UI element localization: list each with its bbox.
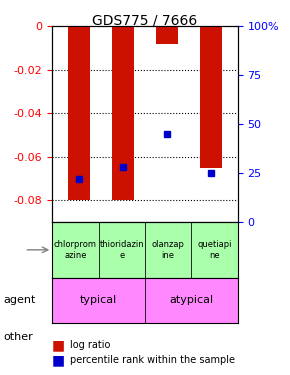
FancyBboxPatch shape: [52, 222, 99, 278]
Text: percentile rank within the sample: percentile rank within the sample: [70, 355, 235, 365]
Text: ■: ■: [52, 353, 65, 367]
FancyBboxPatch shape: [145, 278, 238, 322]
Text: typical: typical: [80, 295, 117, 305]
Text: thioridazin
e: thioridazin e: [99, 240, 144, 260]
FancyBboxPatch shape: [191, 222, 238, 278]
Text: GDS775 / 7666: GDS775 / 7666: [93, 13, 197, 27]
Text: quetiapi
ne: quetiapi ne: [197, 240, 232, 260]
Text: olanzap
ine: olanzap ine: [152, 240, 185, 260]
FancyBboxPatch shape: [99, 222, 145, 278]
Bar: [200, 26, 222, 168]
Bar: [68, 26, 90, 200]
Text: chlorprom
azine: chlorprom azine: [54, 240, 97, 260]
Bar: [112, 26, 134, 200]
Text: ■: ■: [52, 338, 65, 352]
Text: agent: agent: [3, 295, 35, 305]
FancyBboxPatch shape: [52, 278, 145, 322]
FancyBboxPatch shape: [145, 222, 191, 278]
Bar: [156, 26, 178, 44]
Text: other: other: [3, 333, 33, 342]
Text: atypical: atypical: [169, 295, 213, 305]
Text: log ratio: log ratio: [70, 340, 110, 350]
